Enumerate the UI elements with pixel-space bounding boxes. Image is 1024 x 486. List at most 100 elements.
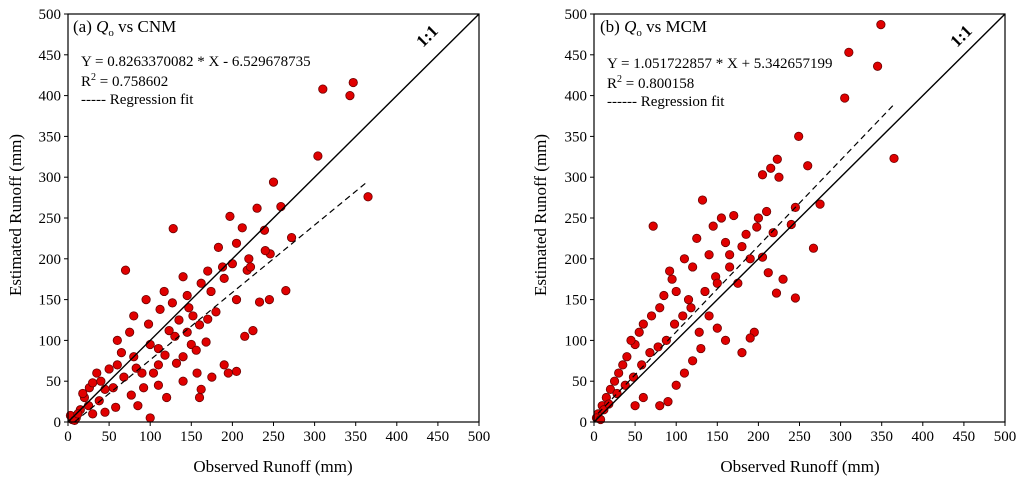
scatter-point bbox=[111, 402, 121, 412]
scatter-point bbox=[667, 274, 677, 284]
scatter-point bbox=[145, 413, 155, 423]
x-tick-label: 300 bbox=[829, 429, 852, 445]
scatter-point bbox=[231, 294, 242, 305]
scatter-point bbox=[790, 293, 800, 303]
y-tick-label: 200 bbox=[565, 252, 588, 268]
scatter-point bbox=[192, 368, 202, 378]
scatter-point bbox=[614, 368, 624, 378]
plot-frame bbox=[593, 13, 1006, 423]
scatter-point bbox=[622, 352, 632, 362]
x-tick-label: 300 bbox=[303, 429, 326, 445]
scatter-point bbox=[646, 311, 657, 321]
x-tick-label: 350 bbox=[344, 429, 367, 445]
axis-ticks: 0 50 100 150 200 250 300 350 400 450 500 0 50 100 150 2… bbox=[39, 7, 491, 445]
scatter-point bbox=[194, 392, 205, 403]
scatter-point bbox=[206, 286, 216, 297]
scatter-point bbox=[254, 297, 265, 307]
scatter-point bbox=[178, 272, 188, 282]
scatter-point bbox=[720, 335, 731, 345]
regression-fit-line bbox=[597, 103, 895, 414]
scatter-point bbox=[112, 335, 122, 345]
y-tick-label: 450 bbox=[39, 48, 62, 64]
scatter-point bbox=[889, 153, 899, 164]
scatter-point bbox=[88, 409, 98, 419]
regression-equation: Y = 1.051722857 * X + 5.342657199 bbox=[607, 56, 833, 72]
x-tick-label: 450 bbox=[953, 429, 976, 445]
x-tick-label: 400 bbox=[912, 429, 935, 445]
scatter-point bbox=[196, 278, 206, 288]
scatter-point bbox=[100, 407, 110, 417]
scatter-point bbox=[188, 311, 198, 321]
scatter-point bbox=[252, 203, 262, 213]
scatter-point bbox=[655, 401, 665, 411]
scatter-point bbox=[225, 211, 235, 221]
scatter-point bbox=[286, 232, 297, 243]
scatter-point bbox=[223, 368, 233, 378]
scatter-point bbox=[700, 286, 710, 297]
regression-fit-line bbox=[74, 180, 369, 423]
scatter-point bbox=[778, 274, 788, 284]
scatter-point bbox=[231, 366, 242, 377]
scatter-point bbox=[178, 376, 188, 386]
scatter-points bbox=[591, 20, 899, 425]
scatter-point bbox=[669, 319, 680, 329]
scatter-point bbox=[268, 177, 279, 187]
y-tick-label: 350 bbox=[565, 129, 588, 145]
scatter-point bbox=[201, 337, 211, 347]
x-tick-label: 500 bbox=[468, 429, 491, 445]
scatter-point bbox=[171, 358, 182, 368]
scatter-point bbox=[757, 252, 768, 262]
x-tick-label: 200 bbox=[747, 429, 770, 445]
scatter-point bbox=[153, 380, 164, 390]
y-tick-label: 250 bbox=[565, 211, 588, 227]
x-tick-label: 150 bbox=[180, 429, 203, 445]
scatter-point bbox=[757, 170, 768, 180]
x-tick-label: 450 bbox=[427, 429, 450, 445]
y-tick-label: 400 bbox=[39, 89, 62, 105]
scatter-point bbox=[196, 384, 206, 394]
x-tick-label: 250 bbox=[788, 429, 811, 445]
scatter-point bbox=[725, 250, 735, 260]
y-tick-label: 100 bbox=[39, 333, 62, 349]
scatter-point bbox=[638, 392, 648, 403]
scatter-point bbox=[630, 401, 640, 411]
scatter-point bbox=[872, 61, 883, 71]
scatter-point bbox=[141, 294, 151, 305]
y-tick-label: 250 bbox=[39, 211, 62, 227]
scatter-point bbox=[683, 294, 694, 305]
x-tick-label: 250 bbox=[262, 429, 285, 445]
y-tick-label: 0 bbox=[54, 415, 62, 431]
y-tick-label: 50 bbox=[46, 374, 61, 390]
x-axis-title: Observed Runoff (mm) bbox=[193, 457, 352, 476]
scatter-point bbox=[184, 303, 194, 313]
scatter-point bbox=[753, 213, 764, 223]
scatter-point bbox=[708, 221, 718, 231]
scatter-point bbox=[729, 210, 739, 221]
panel-title: (b) Qo vs MCM bbox=[600, 17, 707, 39]
scatter-point bbox=[645, 348, 655, 358]
scatter-point bbox=[94, 396, 104, 406]
scatter-point bbox=[92, 368, 102, 378]
scatter-point bbox=[794, 131, 804, 141]
scatter-points bbox=[65, 77, 373, 425]
scatter-point bbox=[133, 401, 143, 411]
scatter-point bbox=[100, 384, 110, 394]
scatter-point bbox=[137, 368, 147, 378]
scatter-point bbox=[159, 286, 169, 297]
y-tick-label: 100 bbox=[565, 333, 588, 349]
scatter-point bbox=[697, 195, 708, 205]
scatter-point bbox=[634, 327, 644, 337]
x-tick-label: 350 bbox=[870, 429, 893, 445]
scatter-point bbox=[768, 228, 778, 238]
scatter-point bbox=[348, 77, 358, 88]
scatter-point bbox=[840, 93, 850, 103]
scatter-point bbox=[231, 238, 242, 248]
scatter-point bbox=[281, 286, 291, 296]
scatter-point bbox=[162, 392, 172, 403]
scatter-point bbox=[712, 278, 722, 288]
scatter-point bbox=[213, 242, 224, 252]
scatter-point bbox=[174, 315, 184, 325]
scatter-point bbox=[741, 229, 751, 239]
scatter-point bbox=[659, 290, 669, 301]
